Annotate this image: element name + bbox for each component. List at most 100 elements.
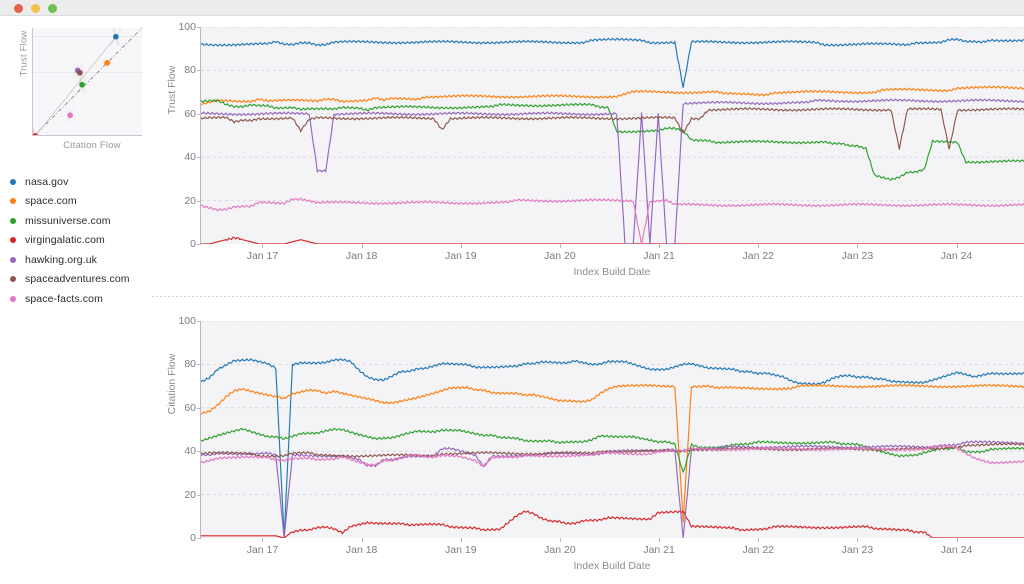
y-axis-tick-label: 100: [178, 21, 196, 33]
y-axis-tick-label: 40: [184, 151, 196, 164]
scatter-y-axis-label: Trust Flow: [18, 30, 30, 77]
legend-item[interactable]: nasa.gov: [10, 172, 150, 192]
series-line: [201, 445, 1024, 466]
legend-color-swatch-icon: [10, 237, 16, 244]
legend-item[interactable]: hawking.org.uk: [10, 250, 150, 270]
x-axis-tick-label: Jan 22: [742, 544, 775, 556]
x-axis-tick-label: Jan 23: [841, 250, 874, 262]
scatter-point[interactable]: [104, 60, 110, 66]
x-axis-tick-mark: [956, 538, 958, 542]
series-line: [201, 86, 1024, 105]
y-axis-tick-label: 80: [184, 358, 196, 371]
legend-item-label: space.com: [25, 195, 77, 208]
x-axis-tick-label: Jan 18: [345, 250, 378, 262]
y-axis-tick-label: 20: [184, 488, 196, 501]
legend-item-label: virgingalatic.com: [25, 234, 105, 247]
x-axis-tick-mark: [659, 244, 661, 248]
citation-flow-chart[interactable]: Citation Flow 0 20 40 60 80 100 Jan 17 Jan 18 Ja…: [150, 308, 1024, 584]
x-axis-tick-label: Jan 19: [445, 250, 477, 262]
x-axis-tick-mark: [262, 538, 264, 542]
y-axis-tick-label: 60: [184, 401, 196, 414]
y-axis-tick-label: 20: [184, 194, 196, 207]
trust-flow-chart[interactable]: Trust Flow 0 20 40 60 80 100 Jan 17 Jan 18 Jan 1…: [150, 14, 1024, 290]
y-axis-tick-mark: [197, 538, 201, 539]
series-line: [201, 237, 1024, 244]
legend-item[interactable]: space.com: [10, 192, 150, 212]
x-axis-tick-mark: [758, 538, 760, 542]
legend-color-swatch-icon: [10, 295, 16, 302]
x-axis-tick-mark: [361, 244, 363, 248]
citation-chart-plot-area: 0 20 40 60 80 100 Jan 17 Jan 18 Jan 19 Jan 20 Jan …: [178, 315, 1024, 556]
close-window-button[interactable]: [14, 4, 23, 13]
y-axis-tick-label: 60: [184, 107, 196, 120]
scatter-overview-chart[interactable]: Trust Flow Citation Flow: [10, 20, 148, 156]
y-axis-tick-mark: [197, 244, 201, 245]
x-axis-tick-label: Jan 20: [544, 544, 576, 556]
y-axis-tick-mark: [197, 321, 201, 322]
chart-divider: [152, 296, 1024, 297]
legend-item-label: nasa.gov: [25, 175, 69, 188]
series-line: [201, 38, 1024, 87]
x-axis-tick-label: Jan 24: [940, 250, 973, 262]
scatter-x-axis-label: Citation Flow: [63, 140, 121, 151]
x-axis-tick-label: Jan 19: [445, 544, 477, 556]
x-axis-tick-mark: [361, 538, 363, 542]
x-axis-tick-label: Jan 23: [841, 544, 874, 556]
legend-color-swatch-icon: [10, 178, 16, 185]
citation-chart-y-axis-label: Citation Flow: [166, 353, 178, 415]
scatter-point[interactable]: [113, 33, 119, 40]
x-axis-tick-mark: [758, 244, 760, 248]
scatter-point[interactable]: [79, 81, 85, 88]
x-axis-tick-mark: [262, 244, 264, 248]
trust-chart-svg: [201, 27, 1024, 244]
series-line: [201, 108, 1024, 150]
scatter-plot-area: [32, 28, 142, 136]
legend-color-swatch-icon: [10, 217, 16, 224]
y-axis-tick-mark: [197, 157, 201, 159]
citation-chart-svg: [201, 321, 1024, 538]
legend-item-label: spaceadventures.com: [25, 273, 130, 286]
x-axis-tick-label: Jan 18: [345, 544, 378, 556]
y-axis-tick-label: 0: [190, 532, 196, 544]
y-axis-tick-label: 80: [184, 64, 196, 77]
legend-color-swatch-icon: [10, 256, 16, 263]
series-line: [201, 511, 1024, 538]
window-titlebar: [0, 0, 1024, 16]
series-line: [201, 100, 1024, 180]
series-line: [201, 428, 1024, 471]
y-axis-tick-mark: [197, 200, 201, 202]
scatter-point[interactable]: [77, 69, 83, 76]
x-axis-tick-label: Jan 20: [544, 250, 576, 262]
left-panel: Trust Flow Citation Flow nasa.gov space.c…: [0, 16, 152, 584]
x-axis-tick-label: Jan 24: [940, 544, 973, 556]
legend-color-swatch-icon: [10, 198, 16, 205]
y-axis-tick-label: 0: [190, 238, 196, 250]
series-line: [201, 359, 1024, 538]
legend-item[interactable]: missuniverse.com: [10, 211, 150, 231]
y-axis-tick-mark: [197, 113, 201, 115]
series-line: [201, 198, 1024, 244]
zoom-window-button[interactable]: [48, 4, 57, 13]
x-axis-tick-mark: [460, 538, 462, 542]
trust-chart-y-axis-label: Trust Flow: [166, 65, 178, 115]
x-axis-tick-mark: [460, 244, 462, 248]
legend-item-label: space-facts.com: [25, 292, 103, 305]
scatter-point[interactable]: [33, 133, 38, 136]
legend-item[interactable]: spaceadventures.com: [10, 270, 150, 290]
x-axis-tick-label: Jan 21: [643, 544, 675, 556]
series-legend: nasa.gov space.com missuniverse.com virging…: [10, 172, 150, 309]
legend-item[interactable]: space-facts.com: [10, 289, 150, 309]
x-axis-tick-label: Jan 21: [643, 250, 675, 262]
legend-color-swatch-icon: [10, 276, 16, 283]
minimize-window-button[interactable]: [31, 4, 40, 13]
y-axis-tick-mark: [197, 451, 201, 453]
x-axis-tick-mark: [857, 538, 859, 542]
legend-item-label: missuniverse.com: [25, 214, 111, 227]
legend-item[interactable]: virgingalatic.com: [10, 231, 150, 251]
y-axis-tick-label: 40: [184, 445, 196, 458]
citation-chart-x-axis-label: Index Build Date: [573, 560, 651, 572]
scatter-point[interactable]: [67, 112, 73, 119]
trust-chart-plot-area: 0 20 40 60 80 100 Jan 17 Jan 18 Jan 19 Jan 20 Jan …: [178, 21, 1024, 262]
series-line: [201, 99, 1024, 244]
